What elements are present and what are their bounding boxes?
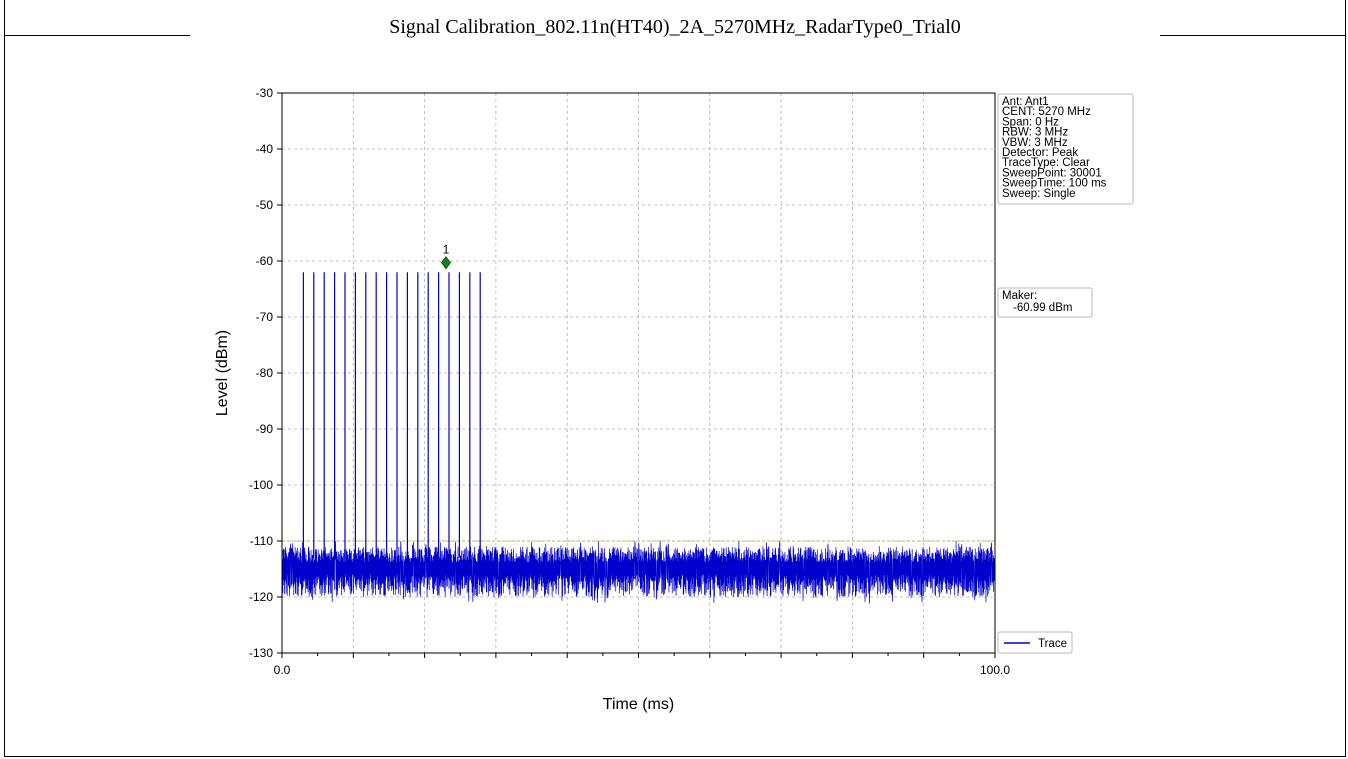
x-tick-label: 0.0 — [274, 663, 291, 677]
y-tick-label: -30 — [256, 86, 274, 100]
y-tick-label: -40 — [256, 142, 274, 156]
noise-floor-trace — [282, 541, 995, 604]
marker-box-label: Maker: — [1002, 290, 1037, 302]
pulse-train — [303, 272, 480, 558]
y-axis-title: Level (dBm) — [214, 330, 231, 416]
info-line: Sweep: Single — [1002, 188, 1076, 200]
y-tick-label: -90 — [256, 422, 274, 436]
marker: 1 — [441, 243, 450, 269]
y-tick-label: -130 — [249, 646, 273, 660]
legend: Trace — [998, 632, 1072, 653]
y-tick-label: -120 — [249, 590, 273, 604]
y-tick-label: -60 — [256, 254, 274, 268]
marker-box-value: -60.99 dBm — [1013, 302, 1072, 314]
x-tick-label: 100.0 — [980, 663, 1010, 677]
marker-diamond — [441, 257, 450, 269]
y-tick-label: -80 — [256, 366, 274, 380]
legend-label: Trace — [1038, 638, 1067, 650]
y-tick-label: -70 — [256, 310, 274, 324]
noise-trace-path — [282, 541, 995, 604]
y-tick-label: -100 — [249, 478, 273, 492]
x-axis-title: Time (ms) — [603, 696, 674, 713]
y-tick-label: -110 — [250, 534, 273, 548]
marker-label: 1 — [443, 243, 450, 257]
marker-value-box: Maker:-60.99 dBm — [998, 288, 1092, 317]
y-tick-label: -50 — [256, 198, 274, 212]
